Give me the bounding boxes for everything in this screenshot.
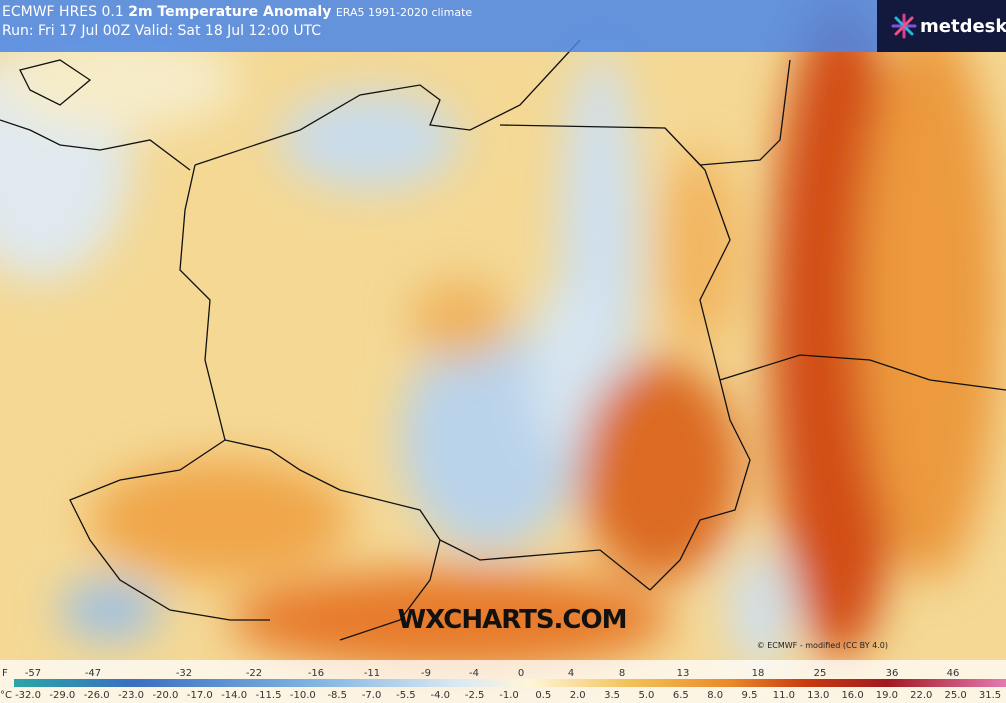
header-title: ECMWF HRES 0.1 2m Temperature Anomaly ER…: [2, 4, 472, 20]
c-label: 16.0: [841, 690, 863, 701]
f-label: -11: [364, 668, 380, 679]
c-unit: °C: [0, 690, 12, 701]
c-label: 6.5: [673, 690, 689, 701]
c-label: 22.0: [910, 690, 932, 701]
c-label: -8.5: [327, 690, 347, 701]
watermark: WXCHARTS.COM: [397, 605, 626, 635]
f-label: 18: [752, 668, 765, 679]
f-label: -22: [246, 668, 262, 679]
c-label: 5.0: [638, 690, 654, 701]
c-label: 9.5: [742, 690, 758, 701]
c-label: 0.5: [535, 690, 551, 701]
c-label: -2.5: [465, 690, 485, 701]
f-label: 4: [568, 668, 574, 679]
borders: [0, 39, 1006, 641]
logo-text: metdesk: [920, 16, 1006, 37]
c-label: -29.0: [49, 690, 75, 701]
c-label: -26.0: [84, 690, 110, 701]
c-label: 2.0: [570, 690, 586, 701]
logo-icon: [891, 13, 917, 39]
f-label: 13: [677, 668, 690, 679]
f-label: -47: [85, 668, 101, 679]
c-label: 8.0: [707, 690, 723, 701]
c-label: -4.0: [431, 690, 451, 701]
c-label: -1.0: [499, 690, 519, 701]
f-label: -4: [469, 668, 479, 679]
f-label: 25: [814, 668, 827, 679]
c-label: 25.0: [945, 690, 967, 701]
c-label: -32.0: [15, 690, 41, 701]
f-label: -57: [25, 668, 41, 679]
c-label: 3.5: [604, 690, 620, 701]
run-info: Run: Fri 17 Jul 00Z Valid: Sat 18 Jul 12…: [2, 23, 321, 39]
header-bar: [0, 0, 877, 52]
c-label: -5.5: [396, 690, 416, 701]
f-label: 8: [619, 668, 625, 679]
model-name: ECMWF HRES 0.1: [2, 4, 124, 20]
c-label: -14.0: [221, 690, 247, 701]
f-label: -9: [421, 668, 431, 679]
colorbar: [14, 679, 1006, 687]
c-label: -23.0: [118, 690, 144, 701]
c-label: -17.0: [187, 690, 213, 701]
field-name: 2m Temperature Anomaly: [128, 4, 331, 20]
colorbar-labels: -57 -47 -32 -22 -16 -11 -9 -4 0 4 8 13 18 25 36 46 -32.0…: [15, 668, 1001, 701]
c-label: 31.5: [979, 690, 1001, 701]
climate: ERA5 1991-2020 climate: [336, 6, 473, 19]
f-label: 36: [886, 668, 899, 679]
c-label: -20.0: [152, 690, 178, 701]
f-label: -16: [308, 668, 324, 679]
c-label: -11.5: [256, 690, 282, 701]
c-label: -10.0: [290, 690, 316, 701]
c-label: 13.0: [807, 690, 829, 701]
f-unit: F: [2, 668, 8, 679]
c-label: 11.0: [773, 690, 795, 701]
credit: © ECMWF - modified (CC BY 4.0): [757, 641, 888, 650]
c-label: 19.0: [876, 690, 898, 701]
c-label: -7.0: [362, 690, 382, 701]
f-label: -32: [176, 668, 192, 679]
f-label: 0: [518, 668, 524, 679]
f-label: 46: [947, 668, 960, 679]
